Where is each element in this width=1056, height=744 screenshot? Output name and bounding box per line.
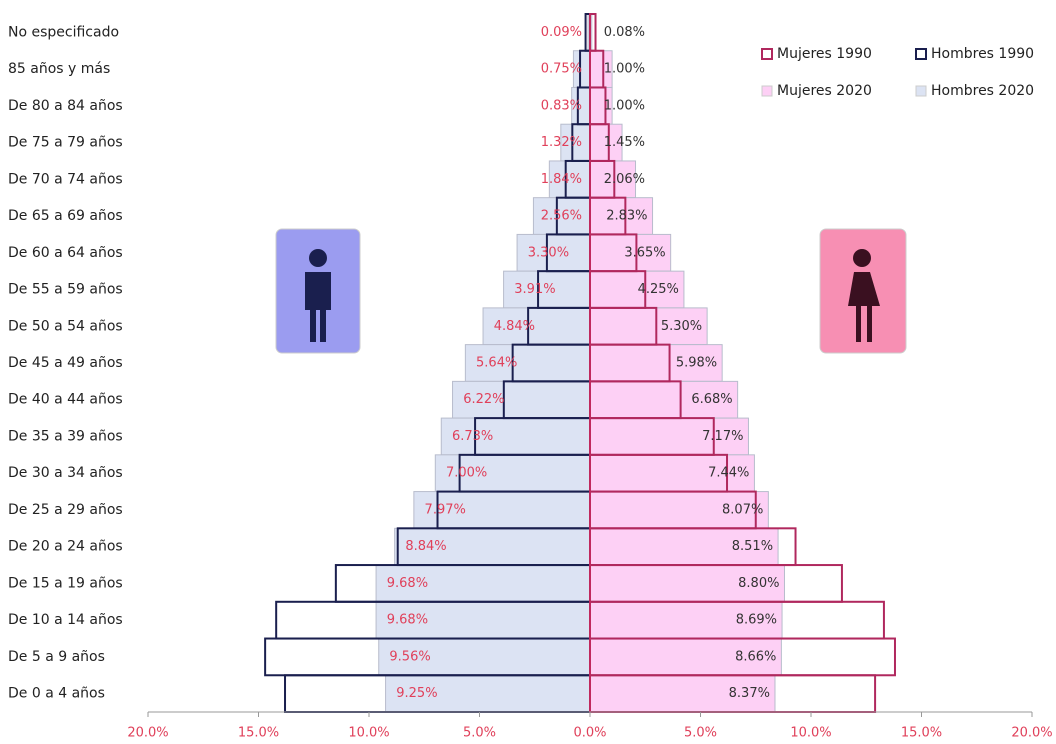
bar <box>589 233 672 272</box>
category-label: De 25 a 29 años <box>8 502 123 518</box>
value-label: 8.51% <box>732 539 773 554</box>
bar <box>440 417 591 456</box>
category-label: De 35 a 39 años <box>8 428 123 444</box>
category-label: De 40 a 44 años <box>8 392 123 408</box>
value-label: 7.44% <box>708 466 749 481</box>
category-label: De 55 a 59 años <box>8 282 123 298</box>
category-label: 85 años y más <box>8 61 110 77</box>
x-tick-label: 20.0% <box>127 726 168 741</box>
value-label: 0.75% <box>541 62 582 77</box>
bar <box>503 270 591 309</box>
value-label: 6.73% <box>452 429 493 444</box>
value-label: 5.98% <box>676 356 717 371</box>
value-label: 6.22% <box>463 392 504 407</box>
x-tick-label: 5.0% <box>463 726 496 741</box>
value-label: 7.00% <box>446 466 487 481</box>
bar <box>413 491 591 529</box>
value-label: 2.06% <box>604 172 645 187</box>
bar <box>589 270 685 309</box>
category-label: De 65 a 69 años <box>8 208 123 224</box>
category-label: De 60 a 64 años <box>8 245 123 261</box>
bar <box>589 601 783 640</box>
value-label: 8.37% <box>729 686 770 701</box>
x-tick-label: 10.0% <box>348 726 389 741</box>
legend-swatch <box>915 85 927 97</box>
legend-label: Hombres 1990 <box>931 46 1034 62</box>
x-tick-label: 0.0% <box>573 726 606 741</box>
category-label: De 30 a 34 años <box>8 465 123 481</box>
category-label: De 70 a 74 años <box>8 171 123 187</box>
category-label: De 5 a 9 años <box>8 649 105 665</box>
value-label: 9.25% <box>396 686 437 701</box>
value-label: 2.83% <box>606 209 647 224</box>
category-label: De 15 a 19 años <box>8 575 123 591</box>
legend-label: Mujeres 1990 <box>777 46 872 62</box>
category-label: De 20 a 24 años <box>8 539 123 555</box>
category-label: De 45 a 49 años <box>8 355 123 371</box>
value-label: 4.25% <box>638 282 679 297</box>
value-label: 1.45% <box>604 135 645 150</box>
value-label: 5.30% <box>661 319 702 334</box>
value-label: 0.08% <box>604 25 645 40</box>
bar <box>589 307 708 346</box>
value-label: 9.56% <box>389 649 430 664</box>
x-tick-label: 15.0% <box>901 726 942 741</box>
x-tick-label: 15.0% <box>238 726 279 741</box>
bar <box>589 564 785 603</box>
legend-label: Hombres 2020 <box>931 83 1034 99</box>
category-label: De 50 a 54 años <box>8 318 123 334</box>
value-label: 1.00% <box>604 98 645 113</box>
x-tick-label: 5.0% <box>684 726 717 741</box>
woman-icon <box>819 228 907 354</box>
value-label: 1.32% <box>541 135 582 150</box>
value-label: 0.09% <box>541 25 582 40</box>
value-label: 3.30% <box>528 245 569 260</box>
x-tick-label: 10.0% <box>790 726 831 741</box>
value-label: 1.00% <box>604 62 645 77</box>
category-label: No especificado <box>8 24 119 40</box>
value-label: 6.68% <box>691 392 732 407</box>
category-label: De 10 a 14 años <box>8 612 123 628</box>
value-label: 5.64% <box>476 356 517 371</box>
bar <box>385 674 591 713</box>
bar <box>378 638 591 676</box>
man-icon <box>275 228 361 354</box>
bar <box>589 380 739 419</box>
value-label: 0.83% <box>541 98 582 113</box>
bar <box>589 344 723 382</box>
legend-swatch <box>761 48 773 60</box>
value-label: 8.84% <box>405 539 446 554</box>
value-label: 7.97% <box>425 502 466 517</box>
category-label: De 75 a 79 años <box>8 135 123 151</box>
category-label: De 80 a 84 años <box>8 98 123 114</box>
value-label: 8.66% <box>735 649 776 664</box>
value-label: 3.65% <box>624 245 665 260</box>
bar <box>464 344 591 382</box>
value-label: 4.84% <box>494 319 535 334</box>
value-label: 2.56% <box>541 209 582 224</box>
legend-swatch <box>761 85 773 97</box>
bar <box>375 601 591 640</box>
value-label: 8.69% <box>736 613 777 628</box>
bar <box>375 564 591 603</box>
legend-swatch <box>915 48 927 60</box>
value-label: 9.68% <box>387 613 428 628</box>
category-label: De 0 a 4 años <box>8 686 105 702</box>
value-label: 3.91% <box>514 282 555 297</box>
value-label: 7.17% <box>702 429 743 444</box>
x-tick-label: 20.0% <box>1011 726 1052 741</box>
legend-label: Mujeres 2020 <box>777 83 872 99</box>
value-label: 1.84% <box>541 172 582 187</box>
bar <box>589 638 782 676</box>
value-label: 9.68% <box>387 576 428 591</box>
value-label: 8.07% <box>722 502 763 517</box>
value-label: 8.80% <box>738 576 779 591</box>
